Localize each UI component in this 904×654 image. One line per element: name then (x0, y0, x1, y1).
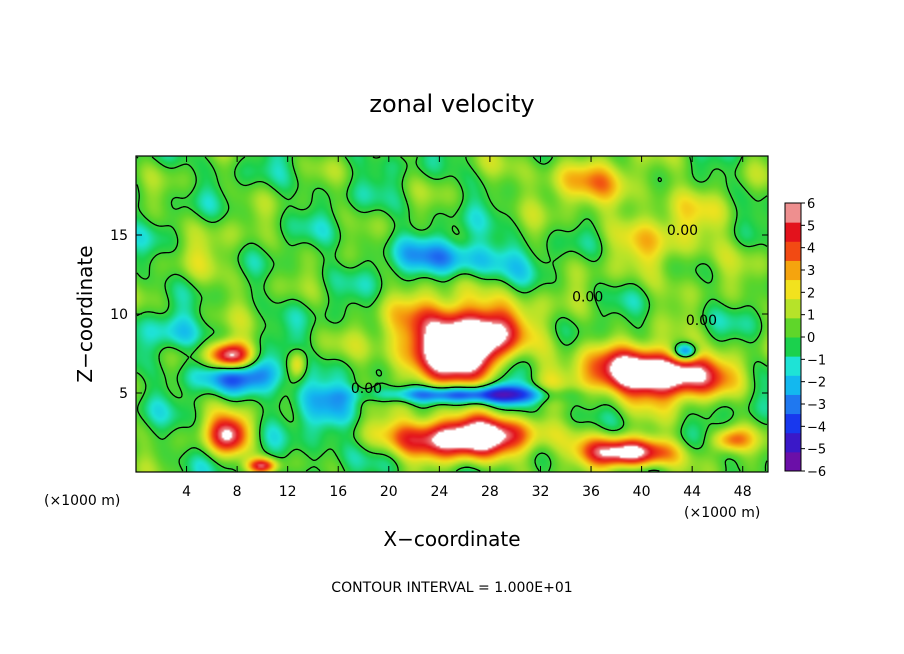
y-axis-label: Z−coordinate (73, 245, 97, 382)
heatmap-field (136, 156, 768, 472)
y-units-label: (×1000 m) (44, 493, 120, 509)
y-tick-label: 15 (110, 228, 128, 244)
contour-line-zero (136, 156, 768, 472)
x-tick-label: 8 (233, 484, 242, 500)
colorbar-swatch (785, 356, 801, 376)
colorbar-swatch (785, 432, 801, 453)
colorbar-swatch (785, 451, 801, 472)
colorbar-tick-label: 3 (807, 264, 815, 279)
x-axis-label: X−coordinate (383, 527, 520, 551)
colorbar-swatch (785, 317, 801, 338)
colorbar-swatch (785, 222, 801, 242)
colorbar-swatch (785, 375, 801, 395)
x-tick-label: 12 (279, 484, 297, 500)
colorbar-tick-label: −3 (807, 398, 826, 413)
colorbar: 6 5 4 3 2 1 0 −1 −2 −3 −4 −5 −6 (784, 197, 826, 480)
y-tick-label: 10 (110, 307, 128, 323)
x-tick-label: 4 (182, 484, 191, 500)
colorbar-tick-label: −4 (807, 420, 826, 435)
colorbar-tick-label: 6 (807, 197, 815, 212)
x-tick-label: 44 (683, 484, 701, 500)
colorbar-swatch (785, 203, 801, 223)
x-tick-label: 24 (430, 484, 448, 500)
x-tick-label: 36 (582, 484, 600, 500)
x-tick-label: 20 (380, 484, 398, 500)
colorbar-swatch (785, 279, 801, 300)
x-tick-label: 16 (329, 484, 347, 500)
x-tick-label: 32 (532, 484, 550, 500)
contour-labels: 0.00 0.00 0.00 0.00 (351, 223, 717, 397)
colorbar-tick-label: −2 (807, 376, 826, 391)
colorbar-tick-label: 0 (807, 331, 815, 346)
x-tick-label: 40 (633, 484, 651, 500)
contour-label: 0.00 (572, 289, 603, 305)
colorbar-tick-label: 1 (807, 309, 815, 324)
y-tick-label: 5 (119, 386, 128, 402)
colorbar-swatch (785, 298, 801, 319)
x-axis-ticks: 4 8 12 16 20 24 28 32 36 40 44 48 (182, 156, 752, 500)
colorbar-tick-label: 5 (807, 219, 815, 234)
contour-label: 0.00 (351, 381, 382, 397)
colorbar-swatch (785, 337, 801, 357)
colorbar-tick-label: −6 (807, 465, 826, 480)
chart-title: zonal velocity (369, 90, 534, 118)
contour-lines (136, 156, 768, 472)
contour-label: 0.00 (667, 223, 698, 239)
contour-label: 0.00 (686, 313, 717, 329)
colorbar-tick-label: 2 (807, 286, 815, 301)
colorbar-swatch (785, 260, 801, 281)
colorbar-tick-label: 4 (807, 242, 815, 257)
colorbar-swatch (785, 413, 801, 434)
y-axis-ticks: 5 10 15 (110, 228, 768, 402)
colorbar-tick-label: −5 (807, 443, 826, 458)
x-tick-label: 48 (734, 484, 752, 500)
colorbar-swatch (785, 394, 801, 415)
colorbar-swatch (785, 241, 801, 261)
colorbar-tick-label: −1 (807, 353, 826, 368)
x-tick-label: 28 (481, 484, 499, 500)
x-units-label: (×1000 m) (684, 505, 760, 521)
plot-area: 0.00 0.00 0.00 0.00 (135, 155, 769, 473)
contour-interval-text: CONTOUR INTERVAL = 1.000E+01 (331, 580, 572, 596)
